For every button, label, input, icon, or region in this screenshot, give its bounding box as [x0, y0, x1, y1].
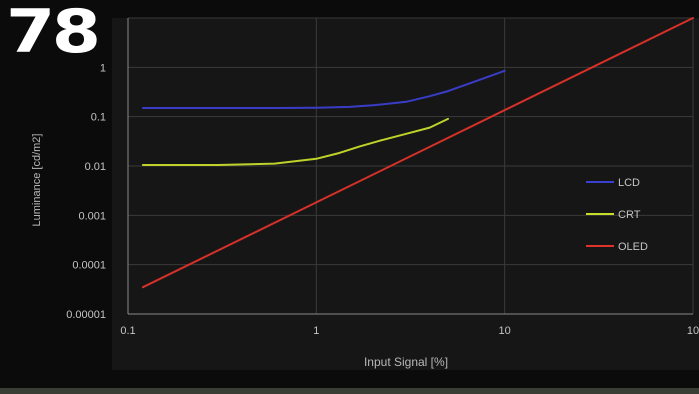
x-tick-label: 10	[499, 325, 511, 337]
page-number: 78	[6, 0, 101, 67]
y-tick-label: 0.01	[85, 161, 106, 173]
y-tick-label: 0.0001	[72, 260, 106, 272]
y-tick-label: 0.001	[78, 210, 106, 222]
series-line-oled	[141, 17, 694, 289]
y-tick-label: 0.1	[91, 112, 106, 124]
series-lines	[141, 17, 694, 289]
series-line-crt	[141, 117, 449, 166]
x-tick-label: 1	[313, 325, 319, 337]
x-tick-label: 10	[687, 325, 699, 337]
series-line-lcd	[141, 69, 506, 109]
legend-label-crt: CRT	[618, 209, 641, 221]
legend: LCD CRT OLED	[586, 177, 648, 253]
y-axis-label: Luminance [cd/m2]	[31, 134, 43, 227]
y-tick-label: 1	[100, 62, 106, 74]
legend-label-oled: OLED	[618, 241, 648, 253]
grid	[127, 17, 694, 315]
axes	[127, 18, 693, 315]
legend-label-lcd: LCD	[618, 177, 640, 189]
tick-labels: 0.1 1 10 10 1 0.1 0.01 0.001 0.0001 0.00001	[66, 62, 699, 337]
x-axis-label: Input Signal [%]	[364, 355, 448, 369]
y-tick-label: 0.00001	[66, 309, 106, 321]
x-tick-label: 0.1	[120, 325, 135, 337]
bottom-bar	[0, 388, 699, 394]
